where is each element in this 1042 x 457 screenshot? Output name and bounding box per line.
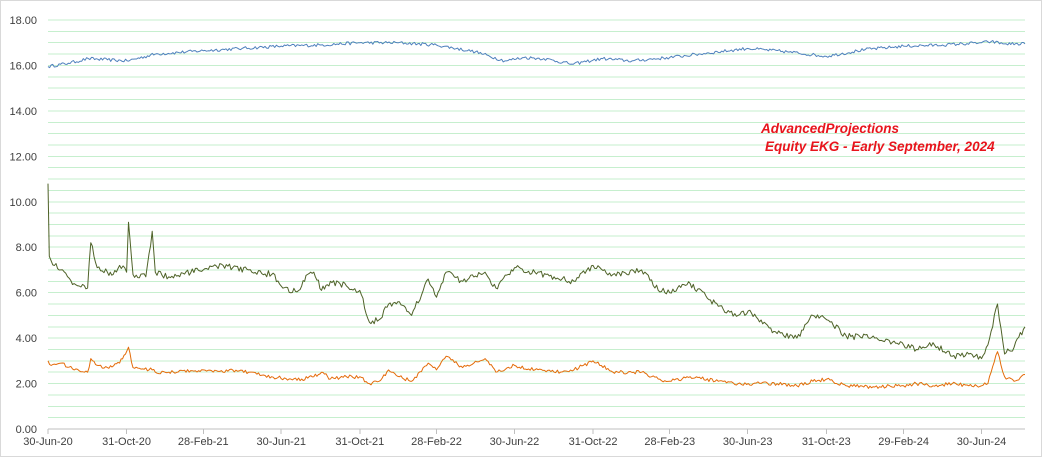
- series-3-line: [47, 346, 1026, 389]
- x-tick-label: 28-Feb-21: [178, 436, 229, 448]
- y-axis: 0.00 2.00 4.00 6.00 8.00 10.00 12.00 14.00 16.00…: [9, 15, 37, 436]
- chart-annotation-line-2: Equity EKG - Early September, 2024: [765, 139, 995, 154]
- y-tick-label: 4.00: [16, 333, 37, 345]
- series-2-line: [47, 183, 1026, 360]
- x-tick-label: 31-Oct-23: [802, 436, 851, 448]
- x-tick-label: 28-Feb-22: [411, 436, 462, 448]
- x-tick-label: 30-Jun-20: [23, 436, 73, 448]
- y-tick-label: 2.00: [16, 379, 37, 391]
- y-tick-label: 12.00: [9, 151, 37, 163]
- y-tick-label: 18.00: [9, 15, 37, 27]
- gridlines: [48, 19, 1025, 419]
- y-tick-label: 6.00: [16, 288, 37, 300]
- y-tick-label: 10.00: [9, 197, 37, 209]
- x-tick-label: 29-Feb-24: [878, 436, 929, 448]
- x-tick-label: 31-Oct-21: [335, 436, 384, 448]
- x-tick-label: 30-Jun-24: [957, 436, 1007, 448]
- x-tick-label: 31-Oct-22: [569, 436, 618, 448]
- chart-annotation-line-1: AdvancedProjections: [760, 121, 900, 136]
- series-1-line: [47, 40, 1026, 69]
- x-tick-label: 30-Jun-23: [723, 436, 773, 448]
- x-tick-label: 28-Feb-23: [644, 436, 695, 448]
- x-tick-label: 31-Oct-20: [102, 436, 151, 448]
- x-tick-label: 30-Jun-22: [490, 436, 540, 448]
- x-axis: 30-Jun-20 31-Oct-20 28-Feb-21 30-Jun-21 31-O…: [23, 428, 1025, 448]
- y-tick-label: 8.00: [16, 242, 37, 254]
- y-tick-label: 0.00: [16, 424, 37, 436]
- y-tick-label: 14.00: [9, 106, 37, 118]
- x-tick-label: 30-Jun-21: [256, 436, 306, 448]
- series-group: [47, 40, 1026, 389]
- y-tick-label: 16.00: [9, 60, 37, 72]
